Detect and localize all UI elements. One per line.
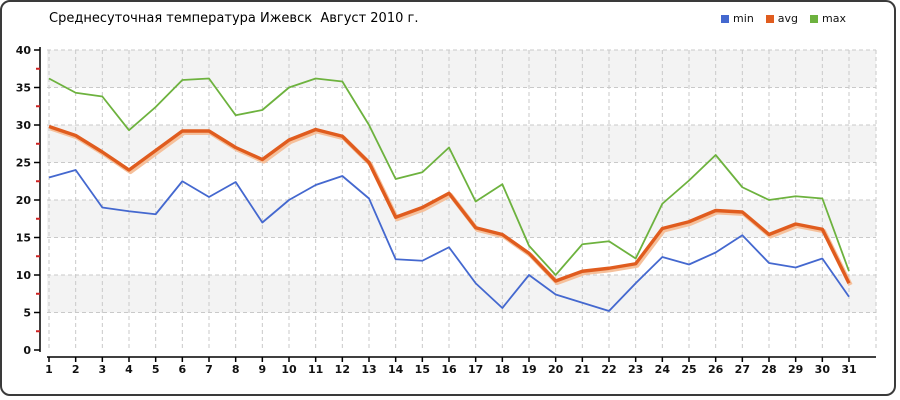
- x-tick-label: 8: [232, 363, 240, 376]
- avg-series-swatch: [765, 14, 774, 23]
- x-tick-label: 19: [521, 363, 536, 376]
- x-tick-label: 20: [548, 363, 564, 376]
- x-tick-label: 17: [468, 363, 483, 376]
- y-tick-label: 0: [23, 344, 31, 357]
- y-tick-label: 25: [16, 157, 31, 170]
- x-tick-label: 11: [308, 363, 323, 376]
- x-tick-label: 3: [99, 363, 107, 376]
- x-tick-label: 31: [841, 363, 856, 376]
- legend-label-max: max: [822, 12, 846, 25]
- x-tick-label: 2: [72, 363, 80, 376]
- legend-label-avg: avg: [777, 12, 799, 25]
- x-tick-label: 29: [788, 363, 803, 376]
- x-tick-label: 12: [335, 363, 350, 376]
- x-tick-label: 21: [575, 363, 590, 376]
- x-tick-label: 24: [655, 363, 671, 376]
- y-tick-label: 20: [16, 194, 32, 207]
- x-tick-label: 18: [495, 363, 510, 376]
- x-tick-label: 25: [681, 363, 696, 376]
- max-series-line: [48, 77, 850, 276]
- x-tick-label: 26: [708, 363, 724, 376]
- legend: min avg max: [721, 12, 846, 25]
- x-tick-label: 27: [735, 363, 750, 376]
- x-tick-label: 28: [761, 363, 776, 376]
- x-tick-label: 16: [441, 363, 457, 376]
- y-tick-label: 10: [16, 269, 32, 282]
- chart-title: Среднесуточная температура Ижевск Август…: [49, 11, 419, 26]
- max-series-swatch: [810, 14, 819, 23]
- y-tick-label: 35: [16, 82, 31, 95]
- y-tick-label: 30: [16, 119, 32, 132]
- x-tick-label: 13: [361, 363, 376, 376]
- x-tick-label: 1: [45, 363, 53, 376]
- avg-series-line: [48, 124, 851, 285]
- x-tick-label: 14: [388, 363, 404, 376]
- min-series-line: [48, 169, 850, 312]
- band: [47, 275, 876, 313]
- x-tick-label: 5: [152, 363, 160, 376]
- legend-item-max: max: [810, 12, 846, 25]
- y-tick-label: 40: [16, 44, 32, 57]
- min-series-swatch: [721, 14, 730, 23]
- y-tick-label: 5: [23, 307, 31, 320]
- x-tick-label: 23: [628, 363, 643, 376]
- legend-label-min: min: [733, 12, 754, 25]
- y-tick-label: 15: [16, 232, 31, 245]
- x-tick-label: 7: [205, 363, 213, 376]
- band: [47, 50, 876, 88]
- x-tick-label: 9: [259, 363, 267, 376]
- x-tick-label: 10: [281, 363, 297, 376]
- x-tick-label: 30: [815, 363, 831, 376]
- legend-item-avg: avg: [765, 12, 799, 25]
- x-tick-label: 15: [415, 363, 430, 376]
- legend-item-min: min: [721, 12, 754, 25]
- x-tick-label: 22: [601, 363, 616, 376]
- x-tick-label: 4: [125, 363, 133, 376]
- x-tick-label: 6: [179, 363, 187, 376]
